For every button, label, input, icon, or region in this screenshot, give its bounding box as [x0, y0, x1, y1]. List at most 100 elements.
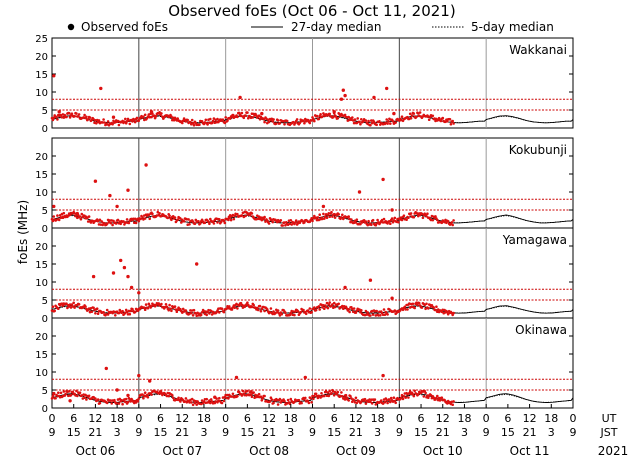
- observed-point: [231, 392, 235, 396]
- jst-tick-label: 9: [396, 426, 403, 439]
- y-tick-label: 10: [35, 368, 48, 379]
- ut-tick-label: 6: [331, 412, 338, 425]
- observed-point: [220, 401, 224, 405]
- observed-point: [150, 393, 153, 396]
- observed-point: [445, 221, 448, 225]
- jst-tick-label: 9: [309, 426, 316, 439]
- observed-point: [267, 120, 271, 124]
- observed-point: [209, 401, 212, 405]
- observed-point: [222, 399, 226, 403]
- observed-point: [94, 312, 97, 315]
- observed-point: [314, 392, 318, 396]
- observed-point: [417, 393, 420, 396]
- observed-outlier: [158, 390, 163, 394]
- observed-point: [227, 397, 230, 400]
- observed-point: [88, 116, 92, 119]
- y-tick-label: 15: [35, 70, 48, 81]
- observed-point: [177, 306, 180, 310]
- ut-tick-label: 18: [197, 412, 211, 425]
- observed-point: [181, 121, 184, 125]
- observed-point: [321, 306, 324, 309]
- observed-outlier: [321, 204, 326, 209]
- observed-point: [137, 219, 141, 223]
- observed-point: [408, 112, 412, 116]
- observed-point: [111, 223, 114, 227]
- observed-point: [256, 308, 260, 312]
- observed-outlier: [91, 274, 96, 279]
- ut-tick-label: 6: [504, 412, 511, 425]
- observed-point: [370, 121, 374, 125]
- observed-point: [359, 222, 362, 226]
- observed-point: [259, 216, 263, 219]
- observed-point: [221, 118, 225, 121]
- observed-point: [333, 305, 337, 309]
- observed-point: [210, 121, 214, 125]
- observed-point: [269, 307, 273, 310]
- day-label: Oct 11: [510, 444, 550, 457]
- observed-point: [190, 311, 193, 315]
- observed-point: [436, 218, 439, 222]
- observed-point: [321, 115, 324, 118]
- observed-outlier: [368, 278, 373, 282]
- observed-point: [224, 116, 227, 119]
- observed-point: [117, 123, 121, 127]
- observed-point: [275, 122, 278, 125]
- observed-point: [371, 218, 375, 222]
- observed-point: [332, 301, 336, 305]
- observed-point: [56, 118, 59, 121]
- observed-point: [401, 397, 405, 401]
- observed-point: [257, 392, 261, 396]
- observed-point: [417, 214, 420, 218]
- observed-point: [364, 220, 368, 223]
- panels: 0 5 10 15 20 25 Wakkanai 0 5 10 15 20 Kokubunji 0 5 10 1…: [35, 34, 574, 415]
- observed-point: [90, 310, 94, 314]
- observed-point: [61, 304, 65, 307]
- jst-tick-label: 3: [287, 426, 294, 439]
- observed-point: [141, 216, 144, 219]
- observed-point: [171, 116, 175, 120]
- observed-point: [319, 113, 322, 116]
- observed-point: [440, 396, 444, 400]
- observed-point: [131, 307, 134, 311]
- observed-point: [400, 218, 404, 222]
- observed-point: [170, 309, 173, 313]
- observed-point: [246, 111, 249, 114]
- observed-point: [50, 397, 54, 400]
- observed-outlier: [144, 163, 148, 167]
- observed-point: [331, 303, 334, 306]
- observed-point: [313, 214, 316, 218]
- observed-point: [303, 221, 306, 224]
- observed-point: [389, 396, 393, 400]
- observed-point: [326, 306, 330, 310]
- observed-point: [416, 303, 419, 307]
- observed-point: [102, 118, 105, 121]
- y-axis-label: foEs (MHz): [16, 200, 30, 264]
- observed-point: [56, 214, 59, 217]
- observed-point: [392, 396, 396, 400]
- observed-point: [410, 114, 414, 117]
- observed-point: [263, 309, 266, 313]
- observed-point: [190, 401, 193, 404]
- observed-point: [67, 390, 71, 393]
- y-tick-label: 5: [42, 296, 48, 307]
- observed-point: [76, 394, 79, 398]
- observed-outlier: [385, 86, 389, 91]
- observed-point: [275, 398, 279, 402]
- observed-point: [168, 303, 171, 307]
- observed-point: [64, 392, 67, 396]
- observed-point: [451, 403, 455, 407]
- observed-point: [209, 117, 212, 121]
- observed-point: [226, 119, 229, 122]
- observed-point: [212, 222, 216, 225]
- observed-point: [424, 391, 427, 395]
- x-axis: 0 6 12 18 0 6 12 18 0 6 12 18 0 6 12 18 0 6 12 18 0 6 12 18 09 15…: [49, 404, 628, 457]
- observed-outlier: [234, 375, 239, 380]
- observed-point: [271, 220, 275, 224]
- panel-okinawa: 0 5 10 15 20 Okinawa: [35, 317, 574, 415]
- observed-point: [51, 305, 55, 309]
- observed-point: [328, 389, 332, 393]
- observed-outlier: [52, 74, 56, 78]
- jst-tick-label: 9: [49, 426, 56, 439]
- observed-point: [435, 305, 438, 309]
- observed-point: [129, 309, 132, 313]
